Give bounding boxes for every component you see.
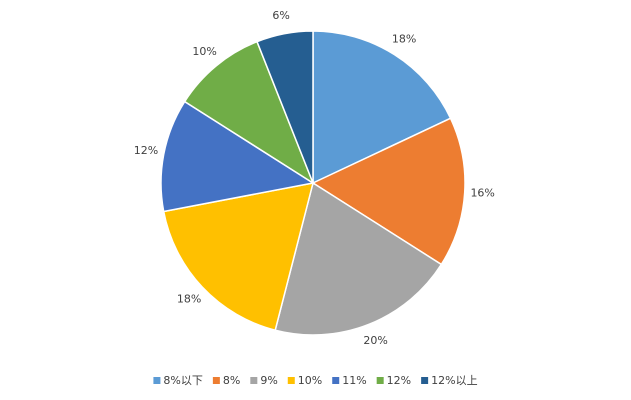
legend: 8%以下 8% 9% 10% 11% 12% 12%以上	[153, 374, 478, 387]
legend-label: 11%	[342, 374, 366, 387]
data-label: 16%	[470, 187, 494, 200]
legend-swatch	[153, 377, 161, 384]
legend-swatch	[332, 377, 340, 384]
data-label: 18%	[177, 292, 201, 305]
pie-slice	[311, 117, 466, 266]
legend-swatch	[212, 377, 220, 384]
legend-swatch	[376, 377, 384, 384]
legend-label: 8%以下	[163, 374, 202, 387]
data-label: 6%	[272, 9, 289, 22]
legend-label: 8%	[223, 374, 240, 387]
data-label: 12%	[134, 144, 158, 157]
data-label: 10%	[192, 45, 216, 58]
legend-label: 9%	[260, 374, 277, 387]
data-label: 18%	[392, 32, 416, 45]
pie-slice	[160, 100, 316, 213]
legend-label: 12%	[387, 374, 411, 387]
legend-label: 10%	[298, 374, 322, 387]
pie-slice	[274, 181, 443, 336]
legend-swatch	[250, 377, 258, 384]
legend-label: 12%以上	[431, 374, 477, 387]
pie-slice	[162, 182, 315, 332]
pie-slice	[183, 40, 315, 185]
data-label: 20%	[363, 334, 387, 347]
legend-swatch	[287, 377, 295, 384]
pie-slice	[256, 30, 314, 184]
pie-slice	[312, 30, 452, 185]
legend-swatch	[421, 377, 429, 384]
